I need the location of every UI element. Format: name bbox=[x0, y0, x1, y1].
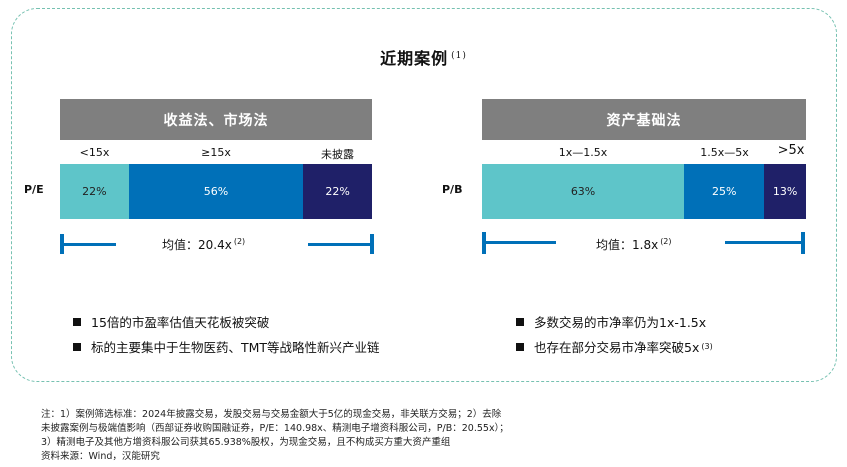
data-label: 22% bbox=[82, 185, 107, 198]
data-label: 13% bbox=[772, 185, 798, 198]
footnote-line: 未披露案例与极端值影响（西部证券收购国融证券，P/E：140.98x、精测电子增… bbox=[41, 423, 509, 434]
pb-average-text: 均值：1.8x bbox=[596, 238, 659, 252]
footnote-line: 注：1）案例筛选标准：2024年披露交易，发股交易与交易金额大于5亿的现金交易，… bbox=[41, 409, 502, 420]
content-card bbox=[11, 8, 837, 382]
pe-panel-header: 收益法、市场法 bbox=[60, 99, 372, 140]
pe-category-label: <15x bbox=[79, 146, 110, 159]
list-item: 15倍的市盈率估值天花板被突破 bbox=[73, 309, 380, 334]
footnote-line: 3）精测电子及其他方增资科服公司获其65.938%股权，为现金交易，且不构成买方… bbox=[41, 437, 451, 448]
pb-average-bracket bbox=[482, 232, 805, 254]
bar-segment: 25% bbox=[684, 164, 765, 219]
bar-segment: 56% bbox=[128, 164, 304, 219]
pe-average-bracket bbox=[60, 234, 374, 254]
square-bullet-icon bbox=[73, 317, 81, 326]
title-text: 近期案例 bbox=[380, 49, 449, 68]
list-item: 标的主要集中于生物医药、TMT等战略性新兴产业链 bbox=[73, 334, 380, 359]
bracket-end-right bbox=[801, 232, 805, 254]
source-line: 资料来源：Wind，汉能研究 bbox=[41, 451, 160, 462]
data-label: 56% bbox=[203, 185, 229, 198]
pe-row-label: P/E bbox=[24, 183, 44, 196]
pb-row-label: P/B bbox=[442, 183, 463, 196]
pe-stacked-bar: 22% 56% 22% bbox=[60, 164, 372, 219]
square-bullet-icon bbox=[516, 317, 524, 326]
pb-category-label: >5x bbox=[777, 143, 805, 158]
pe-average-note: (2) bbox=[233, 237, 246, 246]
page-title: 近期案例 (1) bbox=[0, 45, 847, 69]
bullet-note: (3) bbox=[701, 342, 713, 351]
bracket-line-left bbox=[60, 243, 116, 246]
pb-average: 均值：1.8x (2) bbox=[596, 236, 672, 253]
data-label: 22% bbox=[325, 185, 350, 198]
bar-segment: 22% bbox=[60, 164, 129, 219]
bracket-line-left bbox=[482, 241, 556, 244]
bracket-line-right bbox=[308, 243, 370, 246]
pb-panel-header: 资产基础法 bbox=[482, 99, 806, 140]
footnotes: 注：1）案例筛选标准：2024年披露交易，发股交易与交易金额大于5亿的现金交易，… bbox=[41, 408, 509, 464]
right-bullet-list: 多数交易的市净率仍为1x-1.5x 也存在部分交易市净率突破5x (3) bbox=[516, 309, 713, 359]
pe-average: 均值：20.4x (2) bbox=[162, 236, 245, 253]
data-label: 63% bbox=[570, 185, 596, 198]
title-note: (1) bbox=[451, 50, 467, 61]
pb-stacked-bar: 63% 25% 13% bbox=[482, 164, 806, 219]
list-item: 也存在部分交易市净率突破5x (3) bbox=[516, 334, 713, 359]
bracket-line-right bbox=[725, 241, 803, 244]
pb-category-label: 1x—1.5x bbox=[558, 146, 608, 159]
square-bullet-icon bbox=[516, 342, 524, 351]
bar-segment: 63% bbox=[482, 164, 685, 219]
pb-category-label: 1.5x—5x bbox=[700, 146, 749, 159]
bar-segment: 13% bbox=[764, 164, 806, 219]
pe-category-label: ≥15x bbox=[201, 146, 231, 159]
pe-category-label: 未披露 bbox=[321, 148, 354, 161]
left-bullet-list: 15倍的市盈率估值天花板被突破 标的主要集中于生物医药、TMT等战略性新兴产业链 bbox=[73, 309, 380, 359]
pb-average-note: (2) bbox=[660, 237, 672, 246]
data-label: 25% bbox=[711, 185, 737, 198]
bracket-end-right bbox=[370, 234, 374, 254]
square-bullet-icon bbox=[73, 342, 81, 351]
bar-segment: 22% bbox=[303, 164, 372, 219]
list-item: 多数交易的市净率仍为1x-1.5x bbox=[516, 309, 713, 334]
pe-average-text: 均值：20.4x bbox=[162, 238, 232, 252]
